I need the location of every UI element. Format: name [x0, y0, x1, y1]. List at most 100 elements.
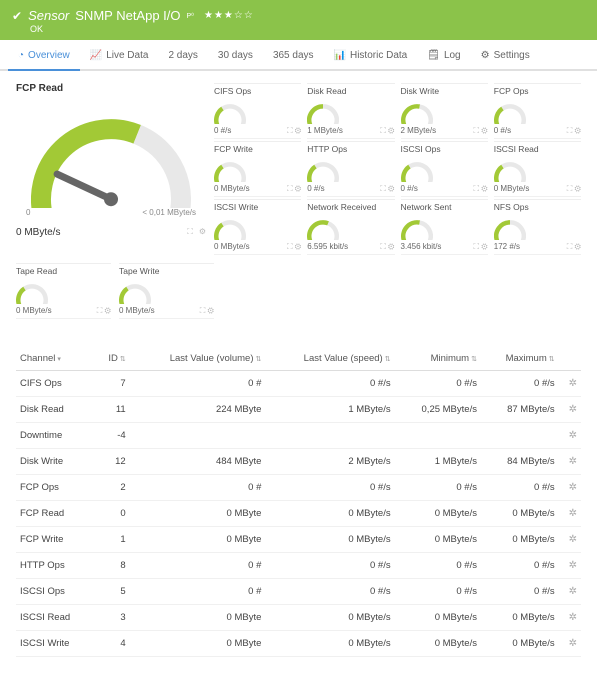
- tab-label: Settings: [494, 50, 530, 61]
- gear-icon[interactable]: ⛶ ⚙: [287, 242, 301, 252]
- mini-gauge: Disk Write2 MByte/s⛶ ⚙: [401, 83, 488, 139]
- table-cell: 0 #: [130, 579, 266, 605]
- tape-value: 0 MByte/s: [119, 306, 155, 316]
- sort-indicator-icon: ▾: [57, 356, 61, 363]
- row-settings-icon[interactable]: ✲: [559, 397, 581, 423]
- table-cell: CIFS Ops: [16, 371, 95, 397]
- tape-label: Tape Read: [16, 263, 111, 276]
- table-cell: ISCSI Ops: [16, 579, 95, 605]
- mini-gauge-label: CIFS Ops: [214, 83, 301, 96]
- row-settings-icon[interactable]: ✲: [559, 579, 581, 605]
- tab-live-data[interactable]: 📈Live Data: [80, 40, 159, 69]
- gauge-arc-icon: [307, 154, 339, 182]
- column-header[interactable]: Channel▾: [16, 347, 95, 371]
- tab-icon: ◔: [18, 50, 24, 61]
- row-settings-icon[interactable]: ✲: [559, 423, 581, 449]
- table-cell: 0 MByte: [130, 631, 266, 657]
- tape-value: 0 MByte/s: [16, 306, 52, 316]
- gear-icon[interactable]: ⛶ ⚙: [97, 306, 111, 316]
- gauges-panel: FCP Read 0 < 0,01 MByte/s 0 MByte/s ⛶ ⚙ …: [0, 71, 597, 327]
- table-row: ISCSI Write40 MByte0 MByte/s0 MByte/s0 M…: [16, 631, 581, 657]
- table-cell: 0 #/s: [481, 371, 559, 397]
- gear-icon[interactable]: ⛶ ⚙: [287, 184, 301, 194]
- table-row: FCP Read00 MByte0 MByte/s0 MByte/s0 MByt…: [16, 501, 581, 527]
- table-cell: -4: [95, 423, 130, 449]
- gear-icon[interactable]: ⛶ ⚙: [380, 184, 394, 194]
- tab-label: Log: [444, 50, 461, 61]
- tab-log[interactable]: 🗒 Log: [417, 40, 470, 69]
- scale-min: 0: [26, 208, 30, 217]
- rating-stars[interactable]: ★★★☆☆: [204, 10, 254, 21]
- gauge-arc-icon: [494, 212, 526, 240]
- gear-icon[interactable]: ⛶ ⚙: [287, 126, 301, 136]
- gear-icon[interactable]: ⛶ ⚙: [473, 242, 487, 252]
- gauge-options-icon[interactable]: ⛶: [187, 227, 193, 238]
- sensor-label: Sensor: [28, 8, 69, 23]
- row-settings-icon[interactable]: ✲: [559, 501, 581, 527]
- tab-30-days[interactable]: 30 days: [208, 40, 263, 69]
- table-row: FCP Ops20 #0 #/s0 #/s0 #/s✲: [16, 475, 581, 501]
- gear-icon[interactable]: ⛶ ⚙: [473, 126, 487, 136]
- row-settings-icon[interactable]: ✲: [559, 605, 581, 631]
- gauge-arc-icon: [494, 154, 526, 182]
- tab-icon: 📈: [90, 50, 102, 61]
- row-settings-icon[interactable]: ✲: [559, 449, 581, 475]
- mini-gauge-label: Network Sent: [401, 199, 488, 212]
- mini-gauge-value: 0 #/s: [401, 184, 418, 194]
- gear-icon[interactable]: ⛶ ⚙: [567, 184, 581, 194]
- table-cell: 0 #: [130, 371, 266, 397]
- gear-icon[interactable]: ⛶ ⚙: [200, 306, 214, 316]
- mini-gauge-label: FCP Ops: [494, 83, 581, 96]
- mini-gauge: NFS Ops172 #/s⛶ ⚙: [494, 199, 581, 255]
- column-header[interactable]: Last Value (volume)⇅: [130, 347, 266, 371]
- mini-gauge-value: 0 #/s: [307, 184, 324, 194]
- gear-icon[interactable]: ⚙: [199, 227, 206, 238]
- tab-label: 30 days: [218, 50, 253, 61]
- mini-gauge: HTTP Ops0 #/s⛶ ⚙: [307, 141, 394, 197]
- sort-icon: ⇅: [385, 356, 391, 363]
- row-settings-icon[interactable]: ✲: [559, 553, 581, 579]
- gear-icon[interactable]: ⛶ ⚙: [473, 184, 487, 194]
- tab-settings[interactable]: ⚙Settings: [471, 40, 540, 69]
- tape-gauge: Tape Write 0 MByte/s ⛶ ⚙: [119, 263, 214, 319]
- gear-icon[interactable]: ⛶ ⚙: [380, 126, 394, 136]
- gauge-arc-icon: [401, 154, 433, 182]
- mini-gauge: ISCSI Ops0 #/s⛶ ⚙: [401, 141, 488, 197]
- status-check-icon: ✔: [12, 9, 22, 23]
- table-cell: 484 MByte: [130, 449, 266, 475]
- tab-2-days[interactable]: 2 days: [158, 40, 207, 69]
- table-cell: 0 MByte: [130, 527, 266, 553]
- table-cell: 0 #/s: [395, 371, 481, 397]
- column-header[interactable]: ID⇅: [95, 347, 130, 371]
- table-cell: 84 MByte/s: [481, 449, 559, 475]
- priority-sup-icon: P⁰: [187, 12, 194, 20]
- column-header[interactable]: Minimum⇅: [395, 347, 481, 371]
- tab-overview[interactable]: ◔Overview: [8, 40, 80, 71]
- tab-label: 365 days: [273, 50, 314, 61]
- table-cell: 0 MByte/s: [265, 631, 394, 657]
- gear-icon[interactable]: ⛶ ⚙: [567, 242, 581, 252]
- table-cell: 0 MByte/s: [481, 501, 559, 527]
- column-header[interactable]: Maximum⇅: [481, 347, 559, 371]
- column-header[interactable]: [559, 347, 581, 371]
- table-row: ISCSI Read30 MByte0 MByte/s0 MByte/s0 MB…: [16, 605, 581, 631]
- row-settings-icon[interactable]: ✲: [559, 475, 581, 501]
- column-header[interactable]: Last Value (speed)⇅: [265, 347, 394, 371]
- gauge-arc-icon: [307, 212, 339, 240]
- gear-icon[interactable]: ⛶ ⚙: [567, 126, 581, 136]
- table-cell: 0 MByte: [130, 605, 266, 631]
- mini-gauge-label: ISCSI Write: [214, 199, 301, 212]
- row-settings-icon[interactable]: ✲: [559, 371, 581, 397]
- tape-label: Tape Write: [119, 263, 214, 276]
- row-settings-icon[interactable]: ✲: [559, 527, 581, 553]
- table-cell: 0 #/s: [395, 553, 481, 579]
- row-settings-icon[interactable]: ✲: [559, 631, 581, 657]
- table-cell: 7: [95, 371, 130, 397]
- table-cell: [395, 423, 481, 449]
- table-row: CIFS Ops70 #0 #/s0 #/s0 #/s✲: [16, 371, 581, 397]
- gear-icon[interactable]: ⛶ ⚙: [380, 242, 394, 252]
- table-cell: Disk Read: [16, 397, 95, 423]
- tab-365-days[interactable]: 365 days: [263, 40, 324, 69]
- tab-historic-data[interactable]: 📊Historic Data: [324, 40, 418, 69]
- tab-icon: 🗒: [427, 50, 440, 61]
